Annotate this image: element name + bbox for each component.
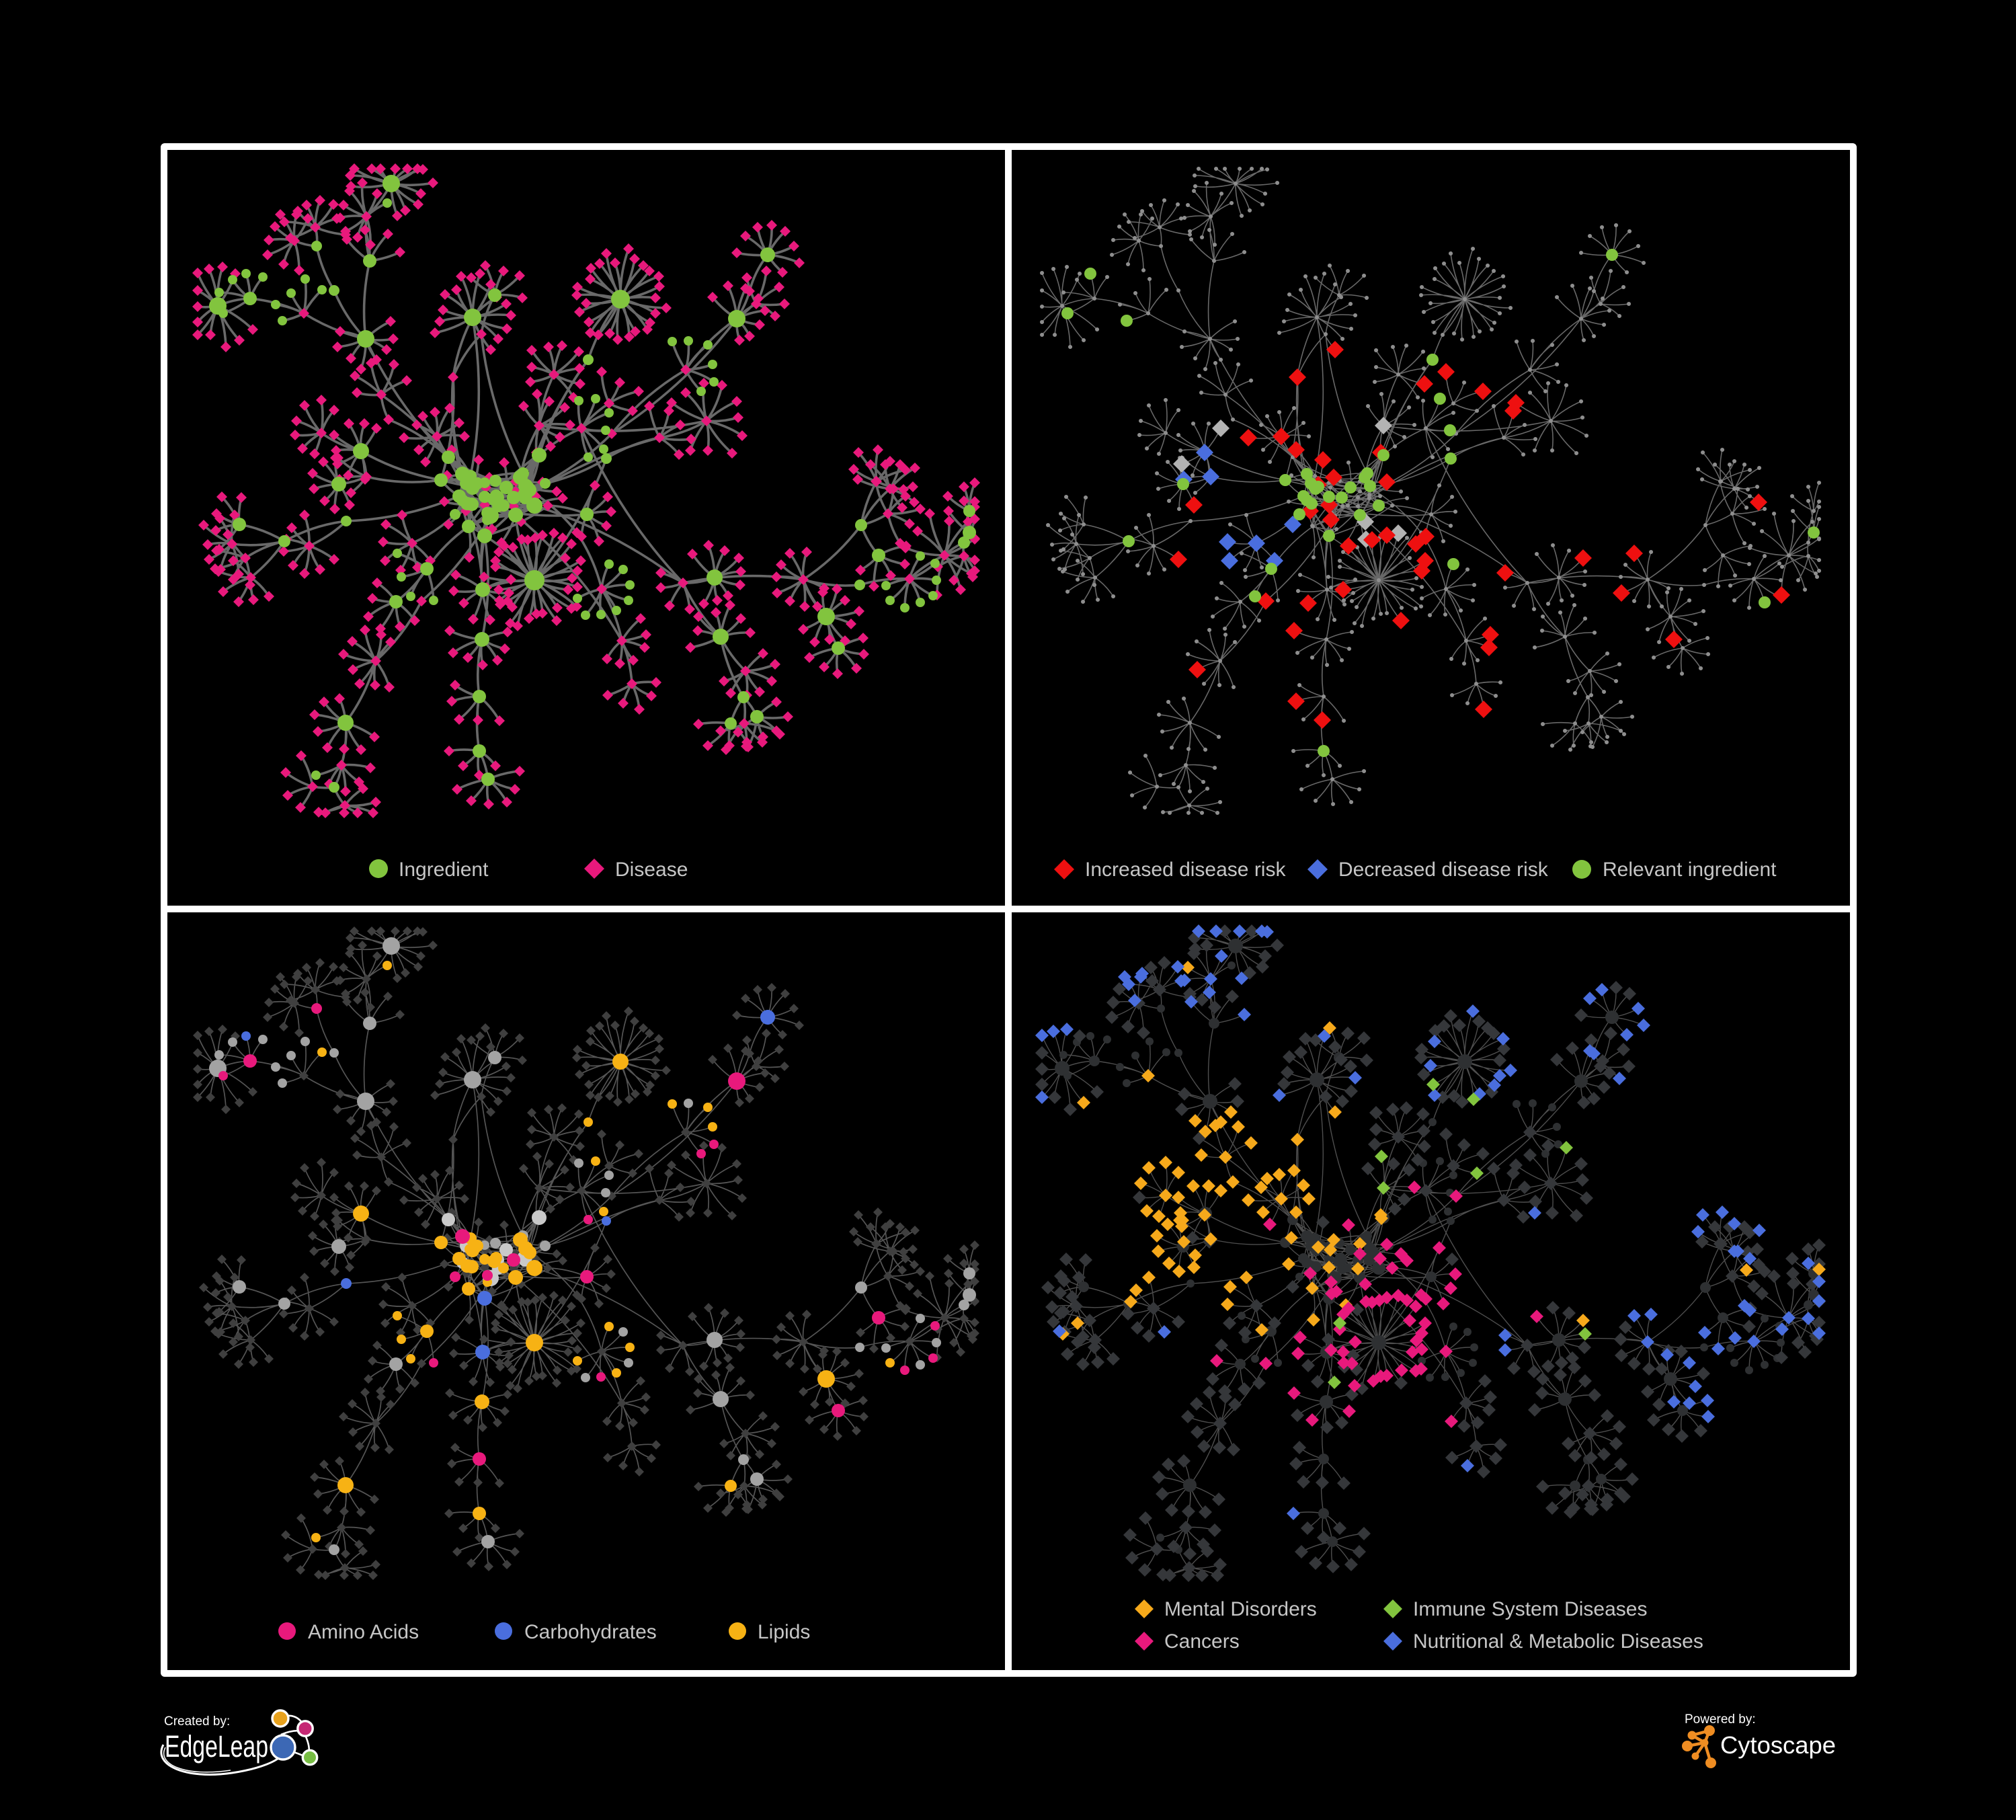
svg-text:Created by:: Created by:	[164, 1714, 230, 1729]
svg-text:Carbohydrates: Carbohydrates	[524, 1621, 657, 1643]
svg-text:Increased disease risk: Increased disease risk	[1085, 859, 1286, 881]
svg-text:Nutritional & Metabolic Diseas: Nutritional & Metabolic Diseases	[1413, 1630, 1703, 1653]
svg-text:Amino Acids: Amino Acids	[308, 1621, 419, 1643]
svg-text:Ingredient: Ingredient	[399, 859, 489, 881]
svg-text:Powered by:: Powered by:	[1685, 1712, 1756, 1727]
svg-text:Lipids: Lipids	[758, 1621, 810, 1643]
svg-text:Cytoscape: Cytoscape	[1720, 1731, 1836, 1759]
svg-text:Decreased disease risk: Decreased disease risk	[1338, 859, 1549, 881]
svg-text:Relevant ingredient: Relevant ingredient	[1603, 859, 1777, 881]
svg-text:EdgeLeap: EdgeLeap	[165, 1729, 268, 1764]
svg-text:Cancers: Cancers	[1164, 1630, 1240, 1653]
svg-text:Mental Disorders: Mental Disorders	[1164, 1598, 1317, 1620]
svg-text:Immune System Diseases: Immune System Diseases	[1413, 1598, 1647, 1620]
svg-text:Disease: Disease	[615, 859, 688, 881]
